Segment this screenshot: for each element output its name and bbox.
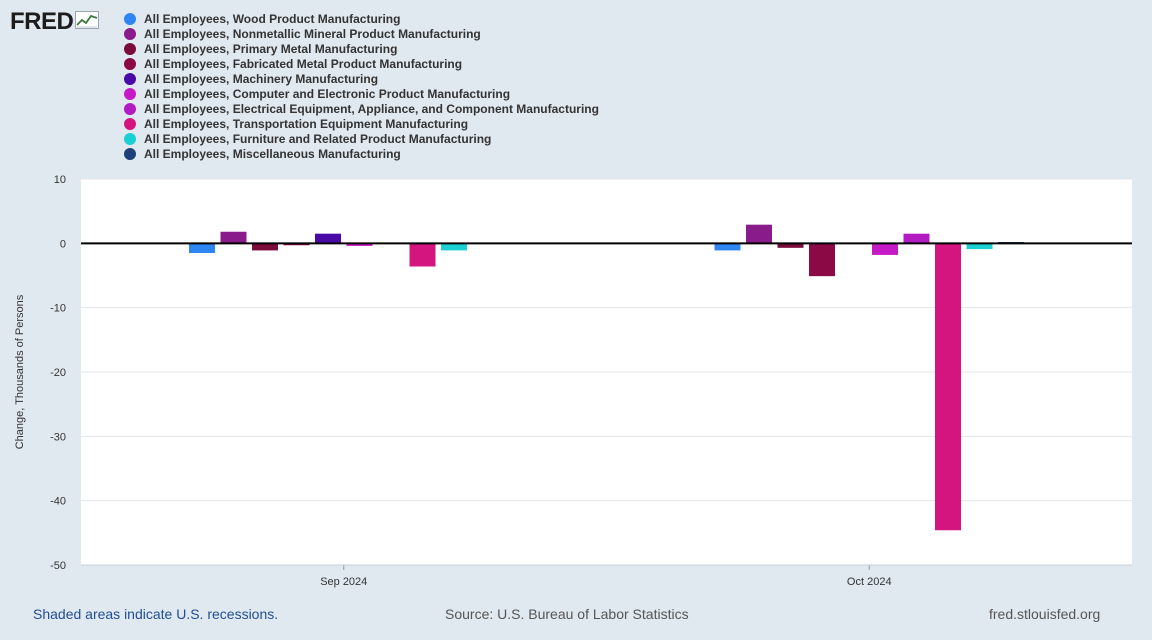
bar [935,243,961,531]
legend-color-dot [124,57,136,70]
bar [777,243,804,248]
y-tick-label: 0 [60,238,66,250]
y-tick-label: 10 [54,174,66,186]
legend-color-dot [124,12,136,25]
legend-color-dot [124,42,136,55]
bar [872,243,898,255]
bar [409,243,436,267]
legend-color-dot [124,87,136,100]
bar [966,243,993,250]
legend-label: All Employees, Wood Product Manufacturin… [144,11,401,26]
site-link[interactable]: fred.stlouisfed.org [989,606,1101,622]
bar [315,233,341,244]
legend-item[interactable]: All Employees, Furniture and Related Pro… [124,131,599,146]
bar [346,243,373,246]
logo-text: FRED [10,8,74,35]
legend-item[interactable]: All Employees, Wood Product Manufacturin… [124,11,599,26]
legend-label: All Employees, Primary Metal Manufacturi… [144,41,398,56]
chart-legend: All Employees, Wood Product Manufacturin… [124,11,599,161]
fred-logo[interactable]: FRED [10,8,100,36]
y-tick-label: -20 [50,367,66,379]
legend-color-dot [124,72,136,85]
bar [189,243,215,253]
legend-label: All Employees, Electrical Equipment, App… [144,101,599,116]
legend-label: All Employees, Machinery Manufacturing [144,71,379,86]
bar [809,243,835,277]
legend-item[interactable]: All Employees, Fabricated Metal Product … [124,56,599,71]
bar [746,224,772,244]
bar [220,231,247,244]
y-tick-label: -40 [50,496,66,508]
legend-item[interactable]: All Employees, Electrical Equipment, App… [124,101,599,116]
legend-item[interactable]: All Employees, Computer and Electronic P… [124,86,599,101]
legend-label: All Employees, Nonmetallic Mineral Produ… [144,26,481,41]
bar [714,243,741,251]
legend-label: All Employees, Fabricated Metal Product … [144,56,463,71]
x-tick-label: Oct 2024 [847,576,892,588]
line-graph-icon [75,10,100,34]
y-tick-label: -10 [50,303,66,315]
legend-label: All Employees, Furniture and Related Pro… [144,131,492,146]
bar [903,233,930,244]
legend-color-dot [124,27,136,40]
legend-item[interactable]: All Employees, Transportation Equipment … [124,116,599,131]
legend-label: All Employees, Computer and Electronic P… [144,86,511,101]
y-axis-label: Change, Thousands of Persons [14,294,26,450]
recessions-note-link[interactable]: Shaded areas indicate U.S. recessions. [33,606,279,622]
y-tick-label: -50 [50,560,66,572]
legend-color-dot [124,117,136,130]
bar [252,243,278,251]
legend-label: All Employees, Transportation Equipment … [144,116,469,131]
legend-color-dot [124,147,136,160]
bar [441,243,467,251]
legend-label: All Employees, Miscellaneous Manufacturi… [144,146,401,161]
legend-color-dot [124,132,136,145]
legend-item[interactable]: All Employees, Machinery Manufacturing [124,71,599,86]
legend-item[interactable]: All Employees, Miscellaneous Manufacturi… [124,146,599,161]
legend-item[interactable]: All Employees, Nonmetallic Mineral Produ… [124,26,599,41]
legend-item[interactable]: All Employees, Primary Metal Manufacturi… [124,41,599,56]
source-text: Source: U.S. Bureau of Labor Statistics [445,606,689,622]
y-tick-label: -30 [50,431,66,443]
legend-color-dot [124,102,136,115]
x-tick-label: Sep 2024 [320,576,367,588]
